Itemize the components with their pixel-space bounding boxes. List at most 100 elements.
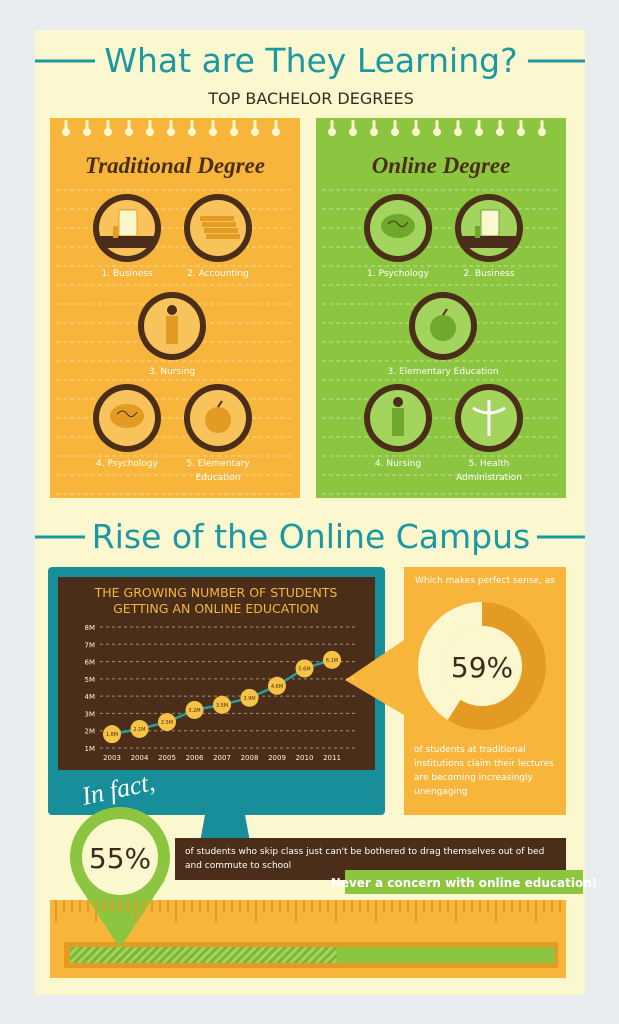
icon-part: [166, 316, 178, 344]
icon: [200, 216, 240, 239]
icon: [381, 214, 415, 238]
panel-title: Traditional Degree: [85, 153, 265, 178]
value-label: 3.2M: [188, 708, 200, 714]
monitor-stand: [200, 815, 250, 842]
callout-pointer: [345, 640, 404, 715]
value-label: 2.5M: [161, 720, 173, 726]
icon-part: [475, 226, 480, 238]
donut-arc: [447, 602, 546, 730]
point: [240, 688, 259, 707]
x-tick-label: 2011: [323, 754, 341, 762]
degree-label: 3. Nursing: [148, 367, 196, 377]
icon-part: [206, 234, 240, 239]
point: [158, 713, 176, 732]
spiral: [456, 120, 460, 132]
icon-part: [110, 404, 144, 428]
degree-label: 3. Elementary Education: [387, 367, 499, 377]
icon-part: [200, 216, 234, 221]
icon-part: [118, 209, 138, 237]
icon-part: [113, 226, 118, 238]
icon: [430, 308, 456, 341]
x-tick-label: 2005: [158, 754, 176, 762]
spiral: [190, 120, 194, 132]
x-tick-label: 2008: [241, 754, 259, 762]
x-tick-label: 2009: [268, 754, 286, 762]
value-label: 5.6M: [298, 666, 310, 672]
icon-part: [99, 236, 155, 248]
icon-part: [387, 220, 409, 228]
icon: [166, 305, 178, 344]
y-tick-label: 8M: [85, 624, 96, 632]
value-label: 6.1M: [326, 658, 338, 664]
pin-inner: [82, 819, 158, 895]
spiral: [64, 120, 68, 132]
spiral: [127, 120, 131, 132]
tagline: Never a concern with online education!: [331, 876, 597, 890]
subtitle: TOP BACHELOR DEGREES: [207, 89, 414, 108]
icon: [472, 400, 506, 436]
icon-part: [116, 410, 138, 418]
point: [103, 725, 121, 744]
icon: [110, 404, 144, 428]
x-tick-label: 2006: [186, 754, 204, 762]
degree-label: 2. Accounting: [187, 269, 249, 279]
degree-label: 4. Nursing: [374, 459, 422, 469]
icon-part: [461, 236, 517, 248]
point: [130, 719, 149, 738]
spiral: [393, 120, 397, 132]
y-tick-label: 6M: [85, 659, 96, 667]
icon-part: [393, 397, 403, 407]
spiral: [540, 120, 544, 132]
value-label: 4.6M: [271, 684, 283, 690]
spiral: [498, 120, 502, 132]
spiral: [211, 120, 215, 132]
spiral: [372, 120, 376, 132]
icon-part: [392, 408, 404, 436]
icon: [99, 209, 155, 248]
icon-part: [430, 315, 456, 341]
degree-label: 5. Elementary Education: [186, 459, 250, 483]
icon-part: [472, 406, 506, 415]
fact-caption: of students who skip class just can't be…: [185, 847, 545, 871]
degree-label: 1. Psychology: [367, 269, 429, 279]
y-tick-label: 5M: [85, 676, 96, 684]
degree-label: 5. Health Administration: [456, 459, 522, 483]
title: What are They Learning?: [104, 41, 517, 80]
y-tick-label: 4M: [85, 693, 96, 701]
chart-title: GETTING AN ONLINE EDUCATION: [113, 601, 319, 616]
icon-part: [167, 305, 177, 315]
tagline-box: [345, 870, 583, 894]
spiral: [435, 120, 439, 132]
spiral: [330, 120, 334, 132]
donut-hole: [442, 626, 522, 706]
value-label: 1.8M: [106, 732, 118, 738]
spiral: [232, 120, 236, 132]
icon: [392, 397, 404, 436]
y-tick-label: 3M: [85, 710, 96, 718]
point: [295, 659, 314, 678]
progress-fill: [70, 947, 337, 963]
point: [323, 650, 341, 669]
donut-intro: Which makes perfect sense, as: [415, 576, 555, 586]
degree-label: 1. Business: [101, 269, 153, 279]
icon-part: [204, 228, 238, 233]
y-tick-label: 2M: [85, 728, 96, 736]
icon-part: [217, 400, 223, 408]
icon-part: [205, 407, 231, 433]
icon-part: [442, 308, 448, 316]
value-label: 3.9M: [243, 696, 255, 702]
spiral: [106, 120, 110, 132]
icon-part: [202, 222, 236, 227]
icon-part: [381, 214, 415, 238]
spiral: [414, 120, 418, 132]
spiral: [274, 120, 278, 132]
point: [213, 695, 231, 714]
x-tick-label: 2007: [213, 754, 231, 762]
donut-caption: of students at traditional institutions …: [414, 745, 554, 797]
degree-label: 2. Business: [463, 269, 515, 279]
panel-title: Online Degree: [372, 153, 511, 178]
spiral: [85, 120, 89, 132]
donut-value: 59%: [451, 651, 513, 684]
